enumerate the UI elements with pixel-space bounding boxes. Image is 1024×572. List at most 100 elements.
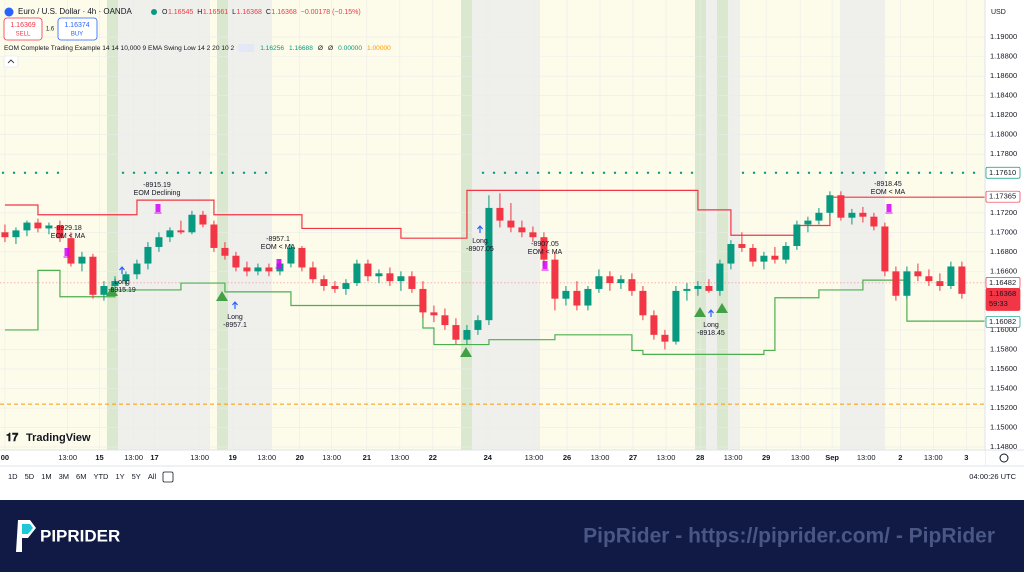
range-button[interactable]: YTD — [93, 472, 109, 481]
candle-body — [606, 276, 614, 284]
range-button[interactable]: 6M — [76, 472, 86, 481]
candle-body — [881, 226, 889, 272]
range-button[interactable]: 1Y — [115, 472, 124, 481]
candle — [628, 273, 636, 296]
candle-body — [12, 230, 20, 238]
candle — [78, 251, 86, 272]
candle — [848, 208, 856, 225]
candle — [408, 271, 416, 293]
clock[interactable]: 04:00:26 UTC — [969, 472, 1016, 481]
target-dot — [873, 171, 877, 174]
range-button[interactable]: 1D — [8, 472, 18, 481]
candle — [507, 203, 515, 233]
candle — [870, 212, 878, 231]
candle-body — [859, 212, 867, 217]
range-button[interactable]: 5Y — [132, 472, 141, 481]
candle — [639, 286, 647, 321]
ohlc: O 1.16545 H 1.16561 L 1.16368 C 1.16368 −0.00178… — [162, 9, 361, 16]
candle-body — [474, 320, 482, 330]
candle — [705, 279, 713, 293]
range-button[interactable]: All — [148, 472, 157, 481]
candle-body — [254, 267, 262, 272]
candle-body — [782, 245, 790, 260]
eom-marker — [155, 204, 161, 212]
signal-triangle — [694, 307, 706, 317]
buy-button[interactable] — [57, 17, 98, 41]
target-dot — [591, 171, 595, 174]
y-tick-label: 1.15200 — [990, 403, 1017, 412]
target-dot — [198, 171, 202, 174]
candle-body — [892, 271, 900, 296]
candle-body — [804, 220, 812, 225]
currency[interactable]: USD — [991, 9, 1006, 16]
target-dot — [481, 171, 485, 174]
candle — [518, 220, 526, 238]
collapse-button[interactable] — [3, 55, 19, 68]
annotation: EOM < MA — [871, 189, 906, 196]
candle-body — [837, 195, 845, 218]
target-dot — [547, 171, 551, 174]
candle — [309, 261, 317, 284]
target-dot — [752, 171, 756, 174]
signal-label: Long — [114, 279, 130, 286]
candle-body — [364, 263, 372, 277]
indicator-value: 1.16688 — [289, 45, 313, 52]
candle — [463, 325, 471, 345]
indicator-values: 1.16256 1.16688 Ø Ø 0.00000 1.00000 — [238, 44, 391, 52]
candle — [485, 195, 493, 326]
target-dot — [613, 171, 617, 174]
candle-body — [738, 244, 746, 248]
banner — [0, 500, 1024, 572]
candle — [364, 259, 372, 282]
target-dot — [679, 171, 683, 174]
signal-arrow — [119, 266, 125, 274]
target-dot — [741, 171, 745, 174]
range-buttons: 1D 5D 1M 3M 6M YTD 1Y 5Y All — [8, 472, 156, 481]
range-button[interactable]: 1M — [41, 472, 51, 481]
annotation: -8957.1 — [266, 236, 290, 243]
candle — [320, 275, 328, 291]
price-tag-label: 1.17610 — [989, 168, 1016, 177]
x-axis: 00 13:00 15 13:00 17 13:00 19 13:00 20 13:00 21 13:… — [1, 453, 969, 462]
signal-triangle — [106, 286, 118, 296]
ohlc-value: 1.16368 — [237, 9, 262, 16]
candle-body — [56, 225, 64, 239]
banner-caption: PipRider - https://piprider.com/ - PipRi… — [583, 525, 995, 548]
calendar-icon[interactable] — [162, 471, 174, 483]
target-dot — [624, 171, 628, 174]
settings-icon[interactable] — [999, 453, 1009, 463]
candle — [837, 191, 845, 221]
sell-button[interactable] — [3, 17, 43, 41]
indicator-name[interactable]: EOM Complete Trading Example 14 14 10,00… — [4, 45, 235, 52]
brand-icon-accent — [22, 524, 33, 534]
range-button[interactable]: 5D — [25, 472, 35, 481]
target-dot — [818, 171, 822, 174]
y-tick-label: 1.15800 — [990, 344, 1017, 353]
spread: 1.6 — [46, 27, 55, 33]
candle-body — [584, 288, 592, 306]
y-tick-label: 1.16800 — [990, 247, 1017, 256]
candle-body — [452, 325, 460, 340]
sell-label: SELL — [16, 32, 31, 38]
x-tick-label: 13:00 — [591, 453, 610, 462]
candle — [166, 227, 174, 243]
symbol[interactable]: Euro / U.S. Dollar · 4h · OANDA — [18, 7, 132, 16]
candle-body — [815, 212, 823, 221]
indicator-icon[interactable] — [238, 44, 255, 52]
candle — [540, 232, 548, 267]
candle — [298, 245, 306, 272]
signal-band — [217, 0, 228, 450]
target-dot — [668, 171, 672, 174]
candle-body — [562, 290, 570, 299]
candle-body — [518, 227, 526, 233]
range-button[interactable]: 3M — [59, 472, 69, 481]
candle — [573, 281, 581, 311]
candle-body — [496, 207, 504, 221]
x-tick-label: 22 — [429, 453, 437, 462]
candle-body — [122, 274, 130, 282]
indicator-value: Ø — [318, 45, 323, 52]
target-dot — [45, 171, 49, 174]
eom-marker — [886, 204, 892, 212]
candle-body — [661, 334, 669, 342]
